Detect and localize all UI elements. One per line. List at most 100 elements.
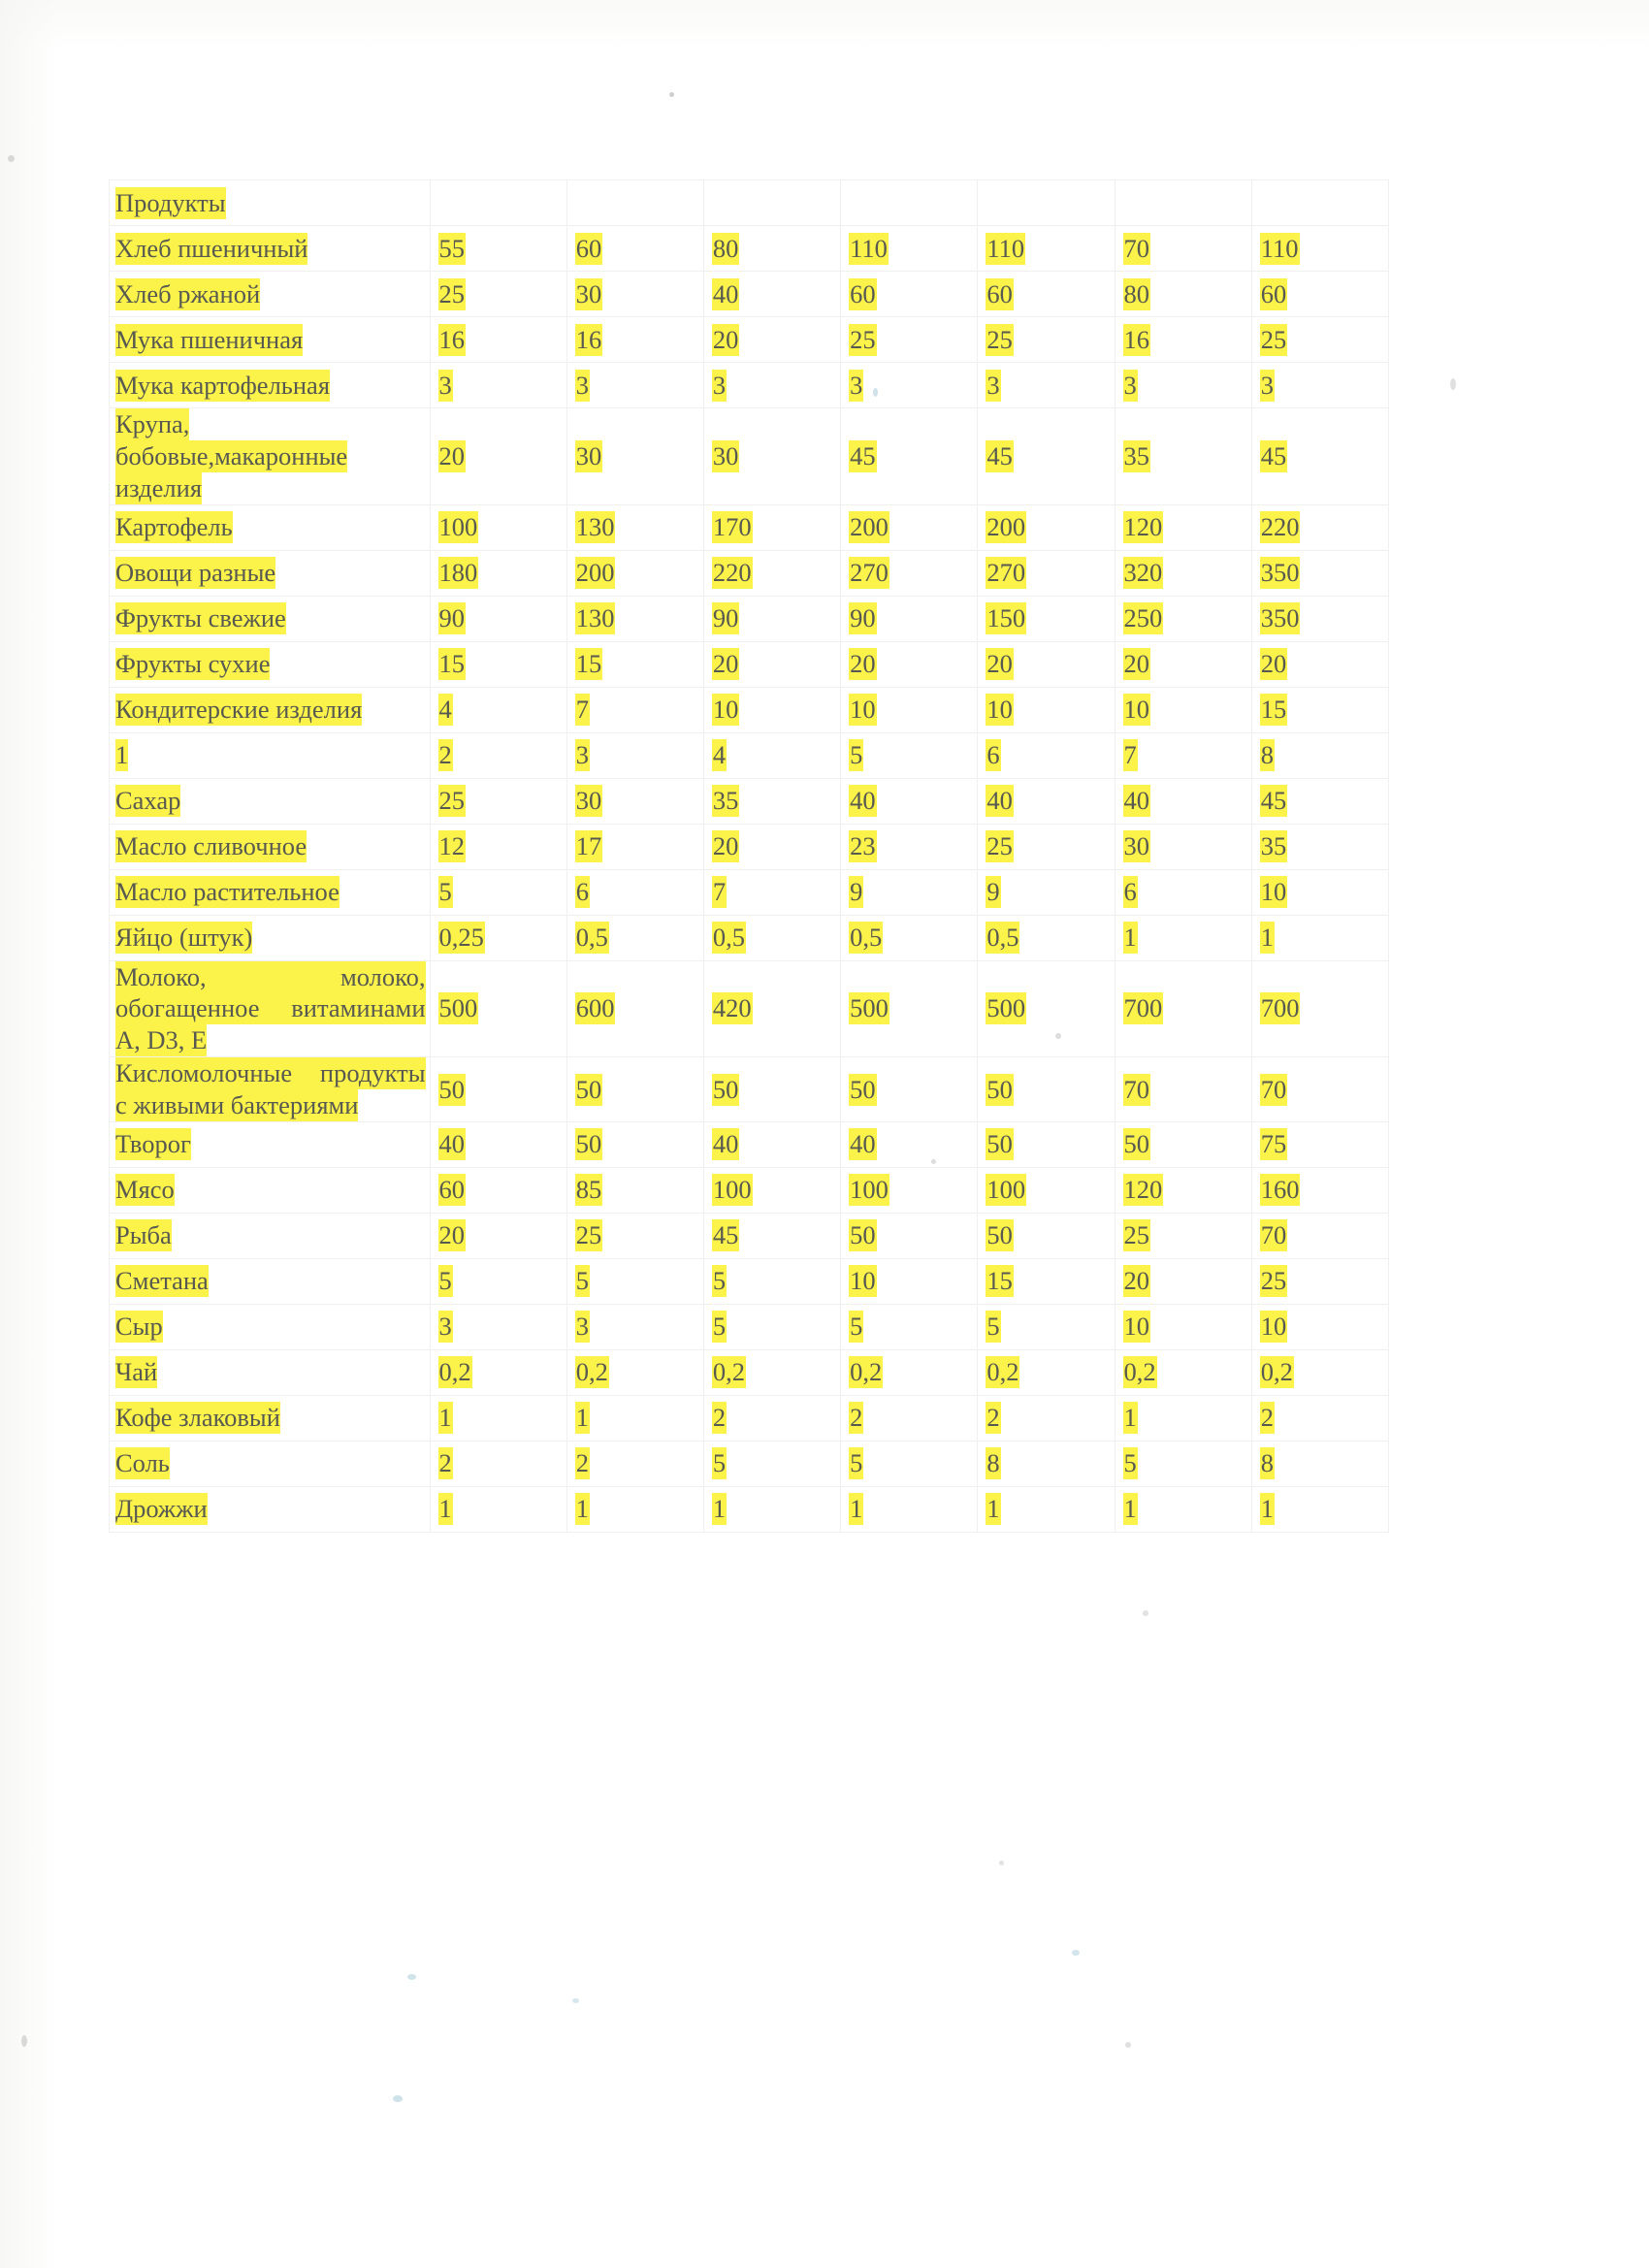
- row-label-line: с живыми бактериями: [115, 1089, 359, 1122]
- cell-value: 45: [1259, 439, 1288, 472]
- cell-value: 500: [986, 992, 1027, 1025]
- value-cell: 25: [429, 271, 567, 317]
- value-cell: 0,5: [566, 914, 704, 961]
- value-cell: 350: [1250, 549, 1390, 597]
- value-cell: 250: [1114, 595, 1252, 642]
- row-label-cell: Мясо: [109, 1166, 431, 1214]
- row-label-line: Кофе злаковый: [115, 1402, 280, 1435]
- row-label-line: Молоко, молоко,: [115, 960, 426, 993]
- scan-speck: [393, 2095, 403, 2102]
- table-row: Молоко, молоко, обогащенное витаминами A, …: [109, 959, 1390, 1058]
- cell-value: 1: [1122, 1402, 1138, 1435]
- cell-value: 200: [849, 511, 889, 544]
- value-cell: 100: [429, 503, 567, 551]
- row-label: Масло растительное: [110, 876, 430, 909]
- cell-value: 90: [849, 602, 877, 635]
- cell-value: 1: [574, 1402, 590, 1435]
- row-label-cell: Масло растительное: [109, 868, 431, 916]
- value-cell: 8: [977, 1440, 1116, 1487]
- cell-value: 30: [574, 439, 603, 472]
- value-cell: 25: [1114, 1212, 1252, 1259]
- table-body: Продукты Хлеб пшеничный 55 60 80 110 110 70 110…: [109, 179, 1390, 1533]
- value-cell: 10: [1250, 868, 1390, 916]
- value-cell: 40: [702, 1120, 842, 1168]
- value-cell: 2: [702, 1394, 842, 1442]
- value-cell: 0,2: [840, 1348, 979, 1396]
- cell-value: 0,5: [711, 922, 747, 955]
- cell-value: 16: [437, 323, 466, 356]
- value-cell: 1: [1114, 1394, 1252, 1442]
- row-label-line: Хлеб ржаной: [115, 277, 261, 310]
- row-label-cell: Сахар: [109, 777, 431, 825]
- value-cell: 3: [977, 362, 1116, 408]
- row-label: Картофель: [110, 511, 430, 544]
- cell-value: 70: [1122, 1073, 1151, 1106]
- value-cell: 3: [1114, 362, 1252, 408]
- value-cell: 9: [977, 868, 1116, 916]
- cell-value: 60: [849, 277, 877, 310]
- cell-value: 40: [711, 1128, 740, 1161]
- row-label: Мясо: [110, 1174, 430, 1207]
- row-label-cell: Яйцо (штук): [109, 914, 431, 961]
- cell-value: 5: [711, 1311, 728, 1344]
- value-cell: 1: [977, 1485, 1116, 1533]
- cell-value: 2: [574, 1447, 590, 1480]
- value-cell: 30: [1114, 823, 1252, 870]
- value-cell: 5: [429, 868, 567, 916]
- cell-value: 2: [849, 1402, 864, 1435]
- cell-value: 20: [711, 648, 740, 681]
- value-cell: 3: [429, 362, 567, 408]
- cell-value: 10: [1122, 694, 1151, 727]
- value-cell: 500: [840, 959, 979, 1058]
- value-cell: 180: [429, 549, 567, 597]
- cell-value: 0,5: [849, 922, 884, 955]
- value-cell: 20: [977, 640, 1116, 688]
- table-row: Хлеб пшеничный 55 60 80 110 110 70 110: [109, 225, 1390, 272]
- row-label-cell: Чай: [109, 1348, 431, 1396]
- table-row: Мясо 60 85 100 100 100 120 160: [109, 1166, 1390, 1214]
- row-label-line: Картофель: [115, 511, 233, 544]
- row-label-cell: Дрожжи: [109, 1485, 431, 1533]
- scan-speck: [407, 1974, 416, 1980]
- cell-value: 220: [1259, 511, 1301, 544]
- row-label-cell: Мука пшеничная: [109, 316, 431, 363]
- cell-value: 6: [1122, 876, 1138, 909]
- cell-value: 50: [849, 1073, 877, 1106]
- value-cell: 200: [840, 503, 979, 551]
- cell-value: 220: [711, 557, 753, 590]
- table-row: Кисломолочные продукты с живыми бактериям…: [109, 1056, 1390, 1122]
- cell-value: 7: [574, 694, 590, 727]
- value-cell: 10: [840, 1257, 979, 1305]
- value-cell: 1: [566, 1485, 704, 1533]
- row-label: Хлеб пшеничный: [110, 232, 430, 265]
- cell-value: 2: [986, 1402, 1001, 1435]
- cell-value: 350: [1259, 602, 1301, 635]
- cell-value: 20: [986, 648, 1014, 681]
- value-cell: 700: [1250, 959, 1390, 1058]
- cell-value: 0,2: [849, 1356, 884, 1389]
- value-cell: 5: [429, 1257, 567, 1305]
- cell-value: 16: [1122, 323, 1151, 356]
- cell-value: 5: [849, 739, 864, 772]
- row-label: Хлеб ржаной: [110, 277, 430, 310]
- cell-value: 3: [1259, 369, 1275, 402]
- value-cell: 45: [702, 1212, 842, 1259]
- cell-value: 55: [437, 232, 466, 265]
- value-cell: 15: [429, 640, 567, 688]
- value-cell: 50: [566, 1120, 704, 1168]
- value-cell: 40: [429, 1120, 567, 1168]
- value-cell: 160: [1250, 1166, 1390, 1214]
- value-cell: 25: [429, 777, 567, 825]
- cell-value: 16: [574, 323, 603, 356]
- cell-value: 0,5: [986, 922, 1020, 955]
- cell-value: 1: [574, 1493, 590, 1526]
- value-cell: 60: [1250, 271, 1390, 317]
- row-label-cell: Картофель: [109, 503, 431, 551]
- value-cell: 20: [702, 316, 842, 363]
- cell-value: 1: [1122, 1493, 1138, 1526]
- row-label: Масло сливочное: [110, 830, 430, 863]
- table-row: Картофель 100 130 170 200 200 120 220: [109, 503, 1390, 551]
- value-cell: 15: [1250, 686, 1390, 733]
- row-label-line: Сахар: [115, 785, 181, 818]
- value-cell: 100: [840, 1166, 979, 1214]
